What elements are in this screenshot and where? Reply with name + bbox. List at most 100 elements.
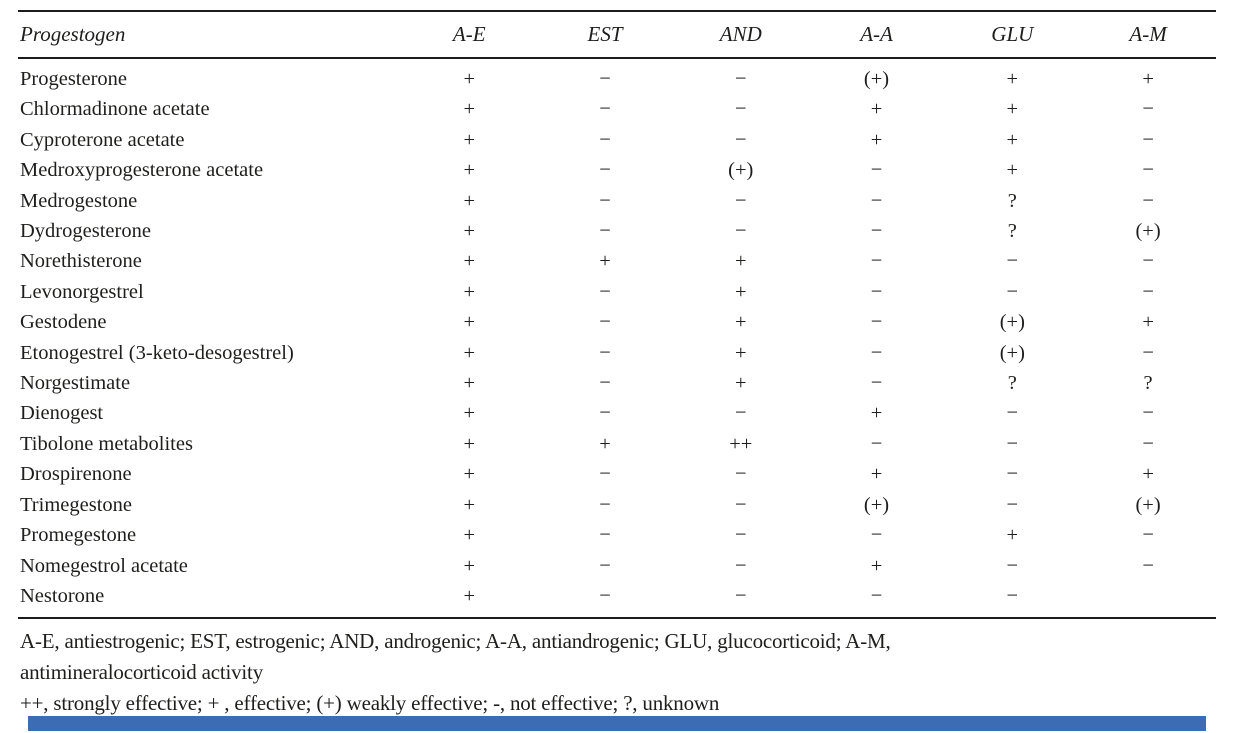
activity-cell: − xyxy=(599,189,611,212)
activity-cell: − xyxy=(734,554,747,577)
activity-cell: − xyxy=(870,220,883,243)
activity-cell: − xyxy=(870,311,883,334)
table-row: Progesterone + − − (+) + + xyxy=(18,58,1216,94)
activity-cell: − xyxy=(599,280,611,303)
activity-cell: − xyxy=(1142,189,1154,212)
table-row: Norethisterone + + + − − − xyxy=(18,246,1216,276)
activity-cell: ? xyxy=(1007,220,1017,243)
activity-cell: − xyxy=(734,98,747,121)
activity-cell: − xyxy=(734,584,747,607)
table-row: Levonorgestrel + − + − − − xyxy=(18,277,1216,307)
table-row: Drospirenone + − − + − + xyxy=(18,459,1216,489)
table-row: Norgestimate + − + −?? xyxy=(18,368,1216,398)
activity-cell: − xyxy=(599,584,611,607)
activity-cell: (+) xyxy=(999,341,1025,364)
table-row: Dienogest + − − + − − xyxy=(18,398,1216,428)
table-row: Promegestone + − − − + − xyxy=(18,520,1216,550)
activity-cell: − xyxy=(734,463,747,486)
activity-cell: − xyxy=(1142,432,1154,455)
activity-cell: ? xyxy=(1143,372,1153,395)
activity-cell: + xyxy=(734,372,747,395)
activity-cell: − xyxy=(870,159,883,182)
activity-cell: + xyxy=(1006,98,1019,121)
column-header: A-A xyxy=(808,11,945,59)
activity-cell: − xyxy=(599,493,611,516)
activity-cell: + xyxy=(1006,159,1019,182)
row-label: Promegestone xyxy=(20,524,137,547)
activity-cell: − xyxy=(1006,463,1019,486)
table-row: Dydrogesterone + − − −? (+) xyxy=(18,216,1216,246)
activity-cell: ++ xyxy=(729,432,753,455)
row-label: Nestorone xyxy=(20,584,105,607)
activity-cell: − xyxy=(870,189,883,212)
activity-cell: + xyxy=(1006,524,1019,547)
column-header: A-M xyxy=(1080,11,1216,59)
activity-cell: + xyxy=(463,280,476,303)
activity-cell: − xyxy=(870,341,883,364)
activity-cell: + xyxy=(463,524,476,547)
table-row: Tibolone metabolites + + ++ − − − xyxy=(18,429,1216,459)
table-row: Gestodene + − + − (+) + xyxy=(18,307,1216,337)
activity-cell: − xyxy=(599,341,611,364)
row-label: Medrogestone xyxy=(20,189,138,212)
activity-cell: + xyxy=(463,159,476,182)
activity-cell: − xyxy=(599,68,611,90)
activity-cell: − xyxy=(599,524,611,547)
table-row: Etonogestrel (3-keto-desogestrel) + − + − (+)… xyxy=(18,338,1216,368)
activity-cell: + xyxy=(734,280,747,303)
row-label: Etonogestrel (3-keto-desogestrel) xyxy=(20,341,294,364)
activity-cell: + xyxy=(599,432,611,455)
activity-cell: − xyxy=(870,250,883,273)
activity-cell: − xyxy=(734,493,747,516)
activity-cell: − xyxy=(599,463,611,486)
table-head: Progestogen A-E EST AND A-A GLU A-M xyxy=(18,11,1216,59)
row-label: Drospirenone xyxy=(20,463,132,486)
activity-cell: + xyxy=(1006,68,1019,90)
row-label: Gestodene xyxy=(20,311,107,334)
activity-cell: − xyxy=(1142,128,1154,151)
activity-cell: − xyxy=(734,189,747,212)
activity-cell: + xyxy=(463,68,476,90)
activity-cell: (+) xyxy=(863,68,890,90)
activity-cell: + xyxy=(870,128,883,151)
activity-cell: − xyxy=(1142,250,1154,273)
column-header: A-E xyxy=(401,11,538,59)
row-label: Dydrogesterone xyxy=(20,220,151,243)
activity-cell: + xyxy=(463,311,476,334)
activity-cell: + xyxy=(463,493,476,516)
row-label: Nomegestrol acetate xyxy=(20,554,188,577)
footnote-line: A-E, antiestrogenic; EST, estrogenic; AN… xyxy=(20,629,891,654)
activity-cell: − xyxy=(1006,432,1019,455)
activity-cell: + xyxy=(463,341,476,364)
table-row: Trimegestone + − − (+) − (+) xyxy=(18,490,1216,520)
activity-cell: − xyxy=(1142,554,1154,577)
activity-cell: − xyxy=(734,68,747,90)
activity-cell xyxy=(1080,581,1216,618)
table-header-row: Progestogen A-E EST AND A-A GLU A-M xyxy=(18,11,1216,59)
table-row: Nomegestrol acetate + − − + − − xyxy=(18,551,1216,581)
activity-cell: + xyxy=(1006,128,1019,151)
row-label: Tibolone metabolites xyxy=(20,432,193,455)
table-row: Medrogestone + − − −? − xyxy=(18,186,1216,216)
activity-cell: + xyxy=(463,432,476,455)
activity-cell: + xyxy=(870,98,883,121)
activity-cell: − xyxy=(1006,554,1019,577)
activity-cell: − xyxy=(734,220,747,243)
activity-cell: (+) xyxy=(999,311,1025,334)
column-header: AND xyxy=(672,11,809,59)
activity-cell: + xyxy=(734,250,747,273)
activity-cell: + xyxy=(463,220,476,243)
activity-cell: − xyxy=(599,372,611,395)
activity-cell: − xyxy=(599,128,611,151)
progestogen-activity-table: Progestogen A-E EST AND A-A GLU A-M Progestero… xyxy=(18,10,1216,620)
activity-cell: − xyxy=(599,311,611,334)
activity-cell: + xyxy=(734,311,747,334)
activity-cell: − xyxy=(599,402,611,425)
column-header: EST xyxy=(537,11,673,59)
activity-cell: + xyxy=(1142,311,1154,334)
activity-cell: + xyxy=(870,463,883,486)
activity-cell: − xyxy=(599,220,611,243)
activity-cell: + xyxy=(463,98,476,121)
activity-cell: − xyxy=(1142,159,1154,182)
